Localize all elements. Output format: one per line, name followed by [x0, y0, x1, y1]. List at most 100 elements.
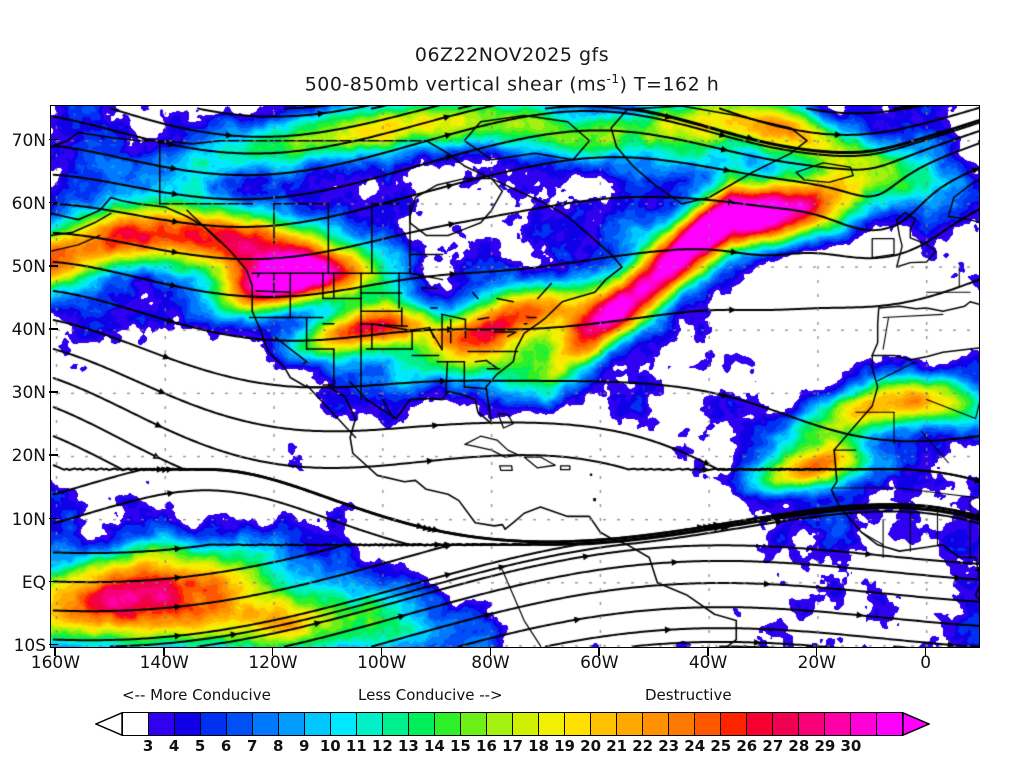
title-line-2: 500-850mb vertical shear (ms-1) T=162 h — [0, 72, 1024, 95]
colorbar-cells — [122, 712, 903, 736]
longitude-tick-20W: 20W — [797, 653, 837, 673]
latitude-tick-mark — [49, 265, 58, 267]
latitude-tick-60N: 60N — [11, 193, 46, 214]
colorbar-tick-26: 26 — [736, 737, 758, 755]
longitude-tick-mark — [54, 648, 56, 656]
colorbar-tick-30: 30 — [840, 737, 862, 755]
colorbar-cell-22 — [695, 713, 721, 735]
longitude-tick-mark — [924, 648, 927, 656]
colorbar-cell-29 — [877, 713, 902, 735]
longitude-tick-mark — [489, 648, 492, 656]
colorbar-tick-10: 10 — [319, 737, 341, 755]
latitude-tick-70N: 70N — [11, 130, 46, 151]
colorbar-cell-9 — [357, 713, 383, 735]
colorbar-tick-9: 9 — [299, 737, 310, 755]
latitude-tick-mark — [49, 328, 58, 330]
longitude-tick-100W: 100W — [357, 653, 407, 673]
colorbar-cell-10 — [383, 713, 409, 735]
colorbar-cell-24 — [747, 713, 773, 735]
latitude-tick-mark — [49, 517, 58, 520]
latitude-tick-10N: 10N — [11, 509, 46, 530]
latitude-tick-mark — [49, 391, 58, 393]
latitude-tick-mark — [49, 138, 58, 141]
colorbar-tick-27: 27 — [762, 737, 784, 755]
colorbar-tick-25: 25 — [710, 737, 732, 755]
colorbar-cell-27 — [825, 713, 851, 735]
longitude-tick-mark — [707, 648, 709, 656]
colorbar-cell-20 — [643, 713, 669, 735]
longitude-tick-mark — [380, 648, 383, 656]
colorbar-cell-25 — [773, 713, 799, 735]
colorbar-tick-12: 12 — [371, 737, 393, 755]
longitude-tick-40W: 40W — [688, 653, 728, 673]
colorbar-tick-29: 29 — [814, 737, 836, 755]
colorbar-tick-23: 23 — [658, 737, 680, 755]
colorbar-cell-18 — [591, 713, 617, 735]
latitude-tick-30N: 30N — [11, 383, 46, 404]
colorbar-cell-13 — [461, 713, 487, 735]
longitude-tick-mark — [598, 648, 600, 656]
colorbar-tick-4: 4 — [168, 737, 180, 755]
colorbar-tick-11: 11 — [345, 737, 367, 755]
colorbar-tick-8: 8 — [272, 737, 284, 755]
colorbar-tick-3: 3 — [142, 737, 154, 755]
colorbar-tick-18: 18 — [528, 737, 549, 755]
colorbar-tick-19: 19 — [554, 737, 575, 755]
colorbar-tick-14: 14 — [423, 737, 445, 755]
longitude-tick-mark — [271, 648, 274, 656]
colorbar-cell-5 — [253, 713, 279, 735]
colorbar-cell-19 — [617, 713, 643, 735]
latitude-tick-mark — [49, 580, 58, 583]
legend-more-conducive: <-- More Conducive — [122, 686, 271, 704]
longitude-tick-60W: 60W — [580, 653, 619, 673]
colorbar-tick-13: 13 — [397, 737, 419, 755]
shear-colorbar — [95, 712, 930, 736]
colorbar-cell-0 — [123, 713, 149, 735]
colorbar-high-arrow-icon — [902, 712, 930, 736]
latitude-tick-mark — [49, 201, 58, 204]
longitude-tick-120W: 120W — [248, 653, 298, 673]
colorbar-cell-16 — [539, 713, 565, 735]
title-exponent: -1 — [606, 72, 620, 86]
latitude-tick-40N: 40N — [11, 320, 46, 341]
colorbar-cell-7 — [305, 713, 331, 735]
colorbar-tick-15: 15 — [449, 737, 471, 755]
colorbar-tick-16: 16 — [476, 737, 497, 755]
colorbar-cell-1 — [149, 713, 175, 735]
colorbar-legend-text: <-- More Conducive Less Conducive --> De… — [0, 686, 1024, 706]
colorbar-cell-15 — [513, 713, 539, 735]
latitude-tick-mark — [49, 454, 58, 456]
colorbar-tick-21: 21 — [606, 737, 628, 755]
latitude-tick-10S: 10S — [13, 635, 46, 656]
streamline-coastline-overlay — [51, 106, 979, 647]
latitude-tick-mark — [49, 643, 58, 646]
colorbar-low-arrow-icon — [95, 712, 123, 736]
colorbar-cell-2 — [175, 713, 201, 735]
colorbar-cell-4 — [227, 713, 253, 735]
colorbar-tick-20: 20 — [580, 737, 602, 755]
legend-less-conducive: Less Conducive --> — [358, 686, 503, 704]
colorbar-tick-7: 7 — [246, 737, 258, 755]
legend-destructive: Destructive — [645, 686, 732, 704]
colorbar-cell-8 — [331, 713, 357, 735]
title-line-1: 06Z22NOV2025 gfs — [414, 44, 610, 66]
colorbar-cell-3 — [201, 713, 227, 735]
latitude-tick-50N: 50N — [11, 257, 46, 277]
colorbar-cell-17 — [565, 713, 591, 735]
colorbar-tick-6: 6 — [220, 737, 232, 755]
longitude-tick-mark — [163, 648, 165, 656]
longitude-tick-140W: 140W — [139, 653, 189, 673]
colorbar-cell-23 — [721, 713, 747, 735]
longitude-tick-160W: 160W — [30, 653, 81, 673]
colorbar-cell-6 — [279, 713, 305, 735]
shear-map-plot — [50, 105, 980, 648]
colorbar-tick-17: 17 — [502, 737, 523, 755]
latitude-tick-20N: 20N — [11, 446, 46, 467]
longitude-tick-80W: 80W — [471, 653, 510, 673]
colorbar-tick-labels: 3 4 5 6 7 8 9 10 11 12 13 14 15 16 17 18 19 20 21 22 23 24 25 2… — [95, 737, 930, 757]
colorbar-cell-11 — [409, 713, 435, 735]
title-variable: 500-850mb vertical shear (ms — [304, 73, 607, 96]
colorbar-tick-22: 22 — [632, 737, 654, 755]
colorbar-cell-21 — [669, 713, 695, 735]
latitude-tick-EQ: EQ — [21, 572, 46, 593]
